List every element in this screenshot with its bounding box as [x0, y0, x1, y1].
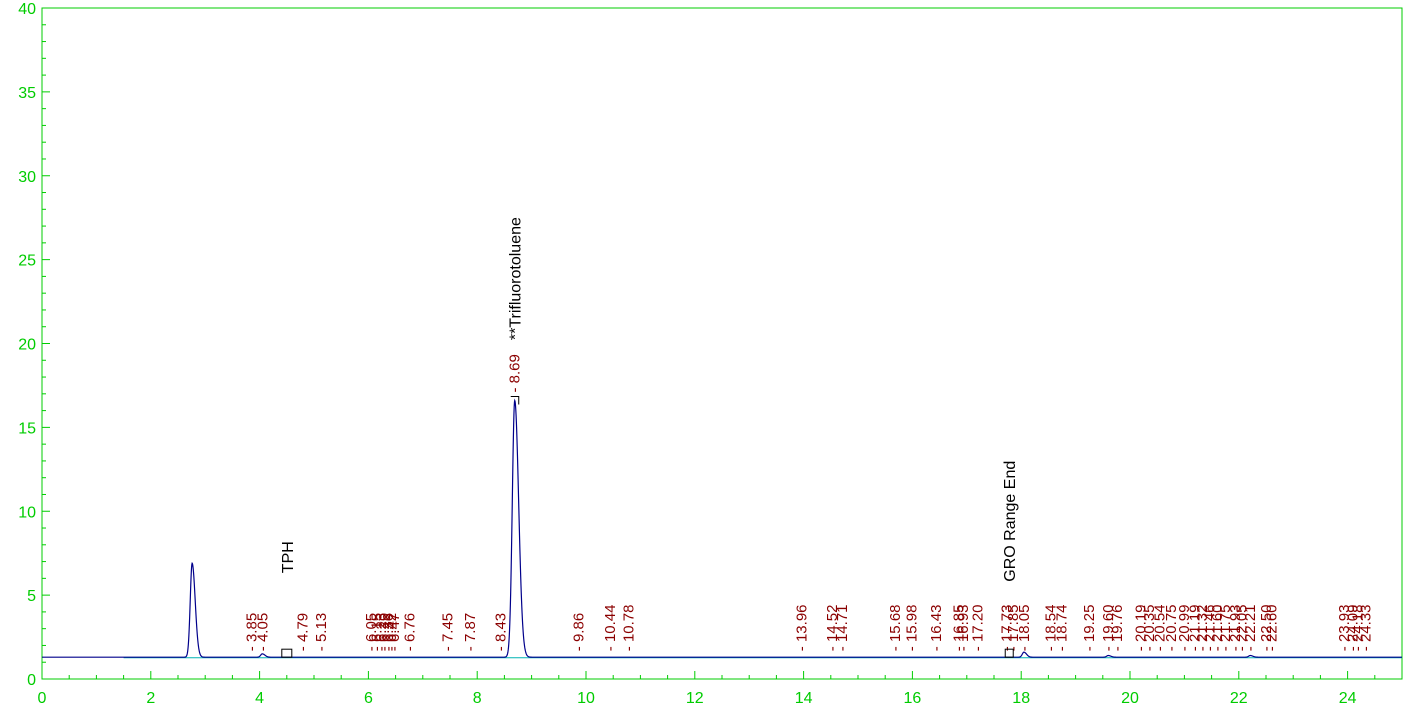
- retention-time-label: - 24.18: [1349, 604, 1366, 651]
- peak-annotation: TPH: [280, 541, 297, 573]
- retention-time-label: - 20.35: [1141, 604, 1158, 651]
- y-tick-label: 15: [18, 420, 36, 437]
- retention-time-label: - 8.69: [507, 354, 524, 392]
- retention-time-label: - 13.96: [793, 604, 810, 651]
- retention-time-label: - 9.86: [570, 613, 587, 651]
- retention-time-label: - 20.99: [1176, 604, 1193, 651]
- retention-time-label: - 6.47: [386, 613, 403, 651]
- retention-time-label: - 16.43: [928, 604, 945, 651]
- retention-time-label: - 3.85: [243, 613, 260, 651]
- retention-time-label: - 19.76: [1109, 604, 1126, 651]
- x-tick-label: 0: [38, 690, 47, 707]
- x-tick-label: 8: [473, 690, 482, 707]
- x-tick-label: 4: [255, 690, 264, 707]
- signal-trace: [42, 398, 1402, 658]
- x-tick-label: 6: [364, 690, 373, 707]
- retention-time-labels: - 3.85- 4.05- 4.79- 5.13- 6.05- 6.15- 6.…: [243, 354, 1374, 651]
- retention-time-label: - 22.50: [1258, 604, 1275, 651]
- y-tick-label: 10: [18, 504, 36, 521]
- x-tick-label: 10: [577, 690, 595, 707]
- x-tick-label: 22: [1230, 690, 1248, 707]
- retention-time-label: - 16.93: [955, 604, 972, 651]
- retention-time-label: - 4.05: [254, 613, 271, 651]
- retention-time-label: - 20.75: [1163, 604, 1180, 651]
- retention-time-label: - 24.09: [1344, 604, 1361, 651]
- x-tick-label: 20: [1121, 690, 1139, 707]
- retention-time-label: - 6.23: [373, 613, 390, 651]
- y-tick-label: 25: [18, 253, 36, 270]
- retention-time-label: - 24.33: [1358, 604, 1375, 651]
- retention-time-label: - 15.68: [887, 604, 904, 651]
- x-tick-label: 14: [795, 690, 813, 707]
- retention-time-label: - 21.93: [1227, 604, 1244, 651]
- y-tick-label: 40: [18, 1, 36, 18]
- y-tick-label: 20: [18, 337, 36, 354]
- retention-time-label: - 17.85: [1005, 604, 1022, 651]
- x-tick-label: 2: [146, 690, 155, 707]
- y-tick-label: 5: [27, 588, 36, 605]
- retention-time-label: - 6.05: [363, 613, 380, 651]
- retention-time-label: - 17.73: [999, 604, 1016, 651]
- x-tick-label: 16: [904, 690, 922, 707]
- chromatogram-line: [42, 398, 1402, 658]
- x-tick-label: 18: [1012, 690, 1030, 707]
- retention-time-label: - 22.60: [1263, 604, 1280, 651]
- retention-time-label: - 7.45: [439, 613, 456, 651]
- retention-time-label: - 17.20: [970, 604, 987, 651]
- retention-time-label: - 22.21: [1242, 604, 1259, 651]
- retention-time-label: - 18.74: [1053, 604, 1070, 651]
- retention-time-label: - 18.54: [1043, 604, 1060, 651]
- peak-annotations: TPH **Trifluorotoluene GRO Range End: [280, 217, 1019, 658]
- retention-time-label: - 19.60: [1100, 604, 1117, 651]
- retention-time-label: - 23.93: [1336, 604, 1353, 651]
- retention-time-label: - 15.98: [903, 604, 920, 651]
- retention-time-label: - 10.44: [602, 604, 619, 651]
- retention-time-label: - 6.36: [380, 613, 397, 651]
- peak-bracket: [510, 396, 520, 405]
- retention-time-label: - 5.13: [313, 613, 330, 651]
- retention-time-label: - 6.29: [376, 613, 393, 651]
- peak-annotation: **Trifluorotoluene: [508, 217, 525, 340]
- retention-time-label: - 22.05: [1234, 604, 1251, 651]
- retention-time-label: - 16.85: [951, 604, 968, 651]
- x-tick-label: 24: [1339, 690, 1357, 707]
- retention-time-label: - 7.87: [462, 613, 479, 651]
- retention-time-label: - 21.75: [1217, 604, 1234, 651]
- y-tick-label: 30: [18, 169, 36, 186]
- retention-time-label: - 21.19: [1187, 604, 1204, 651]
- y-tick-label: 35: [18, 85, 36, 102]
- retention-time-label: - 18.05: [1016, 604, 1033, 651]
- retention-time-label: - 21.60: [1209, 604, 1226, 651]
- retention-time-label: - 19.25: [1081, 604, 1098, 651]
- retention-time-label: - 6.15: [369, 613, 386, 651]
- retention-time-label: - 4.79: [295, 613, 312, 651]
- retention-time-label: - 20.54: [1151, 604, 1168, 651]
- retention-time-label: - 8.43: [493, 613, 510, 651]
- x-tick-label: 12: [686, 690, 704, 707]
- retention-time-label: - 14.52: [824, 604, 841, 651]
- retention-time-label: - 21.32: [1194, 604, 1211, 651]
- retention-time-label: - 20.19: [1132, 604, 1149, 651]
- retention-time-label: - 6.76: [402, 613, 419, 651]
- retention-time-label: - 14.71: [834, 604, 851, 651]
- gro-window-marker: [1004, 648, 1014, 658]
- peak-annotation: GRO Range End: [1002, 461, 1019, 582]
- y-tick-label: 0: [27, 672, 36, 689]
- plot-frame: [41, 7, 1403, 680]
- tph-window-marker: [281, 648, 293, 658]
- retention-time-label: - 10.78: [620, 604, 637, 651]
- retention-time-label: - 21.46: [1201, 604, 1218, 651]
- retention-time-label: - 6.42: [383, 613, 400, 651]
